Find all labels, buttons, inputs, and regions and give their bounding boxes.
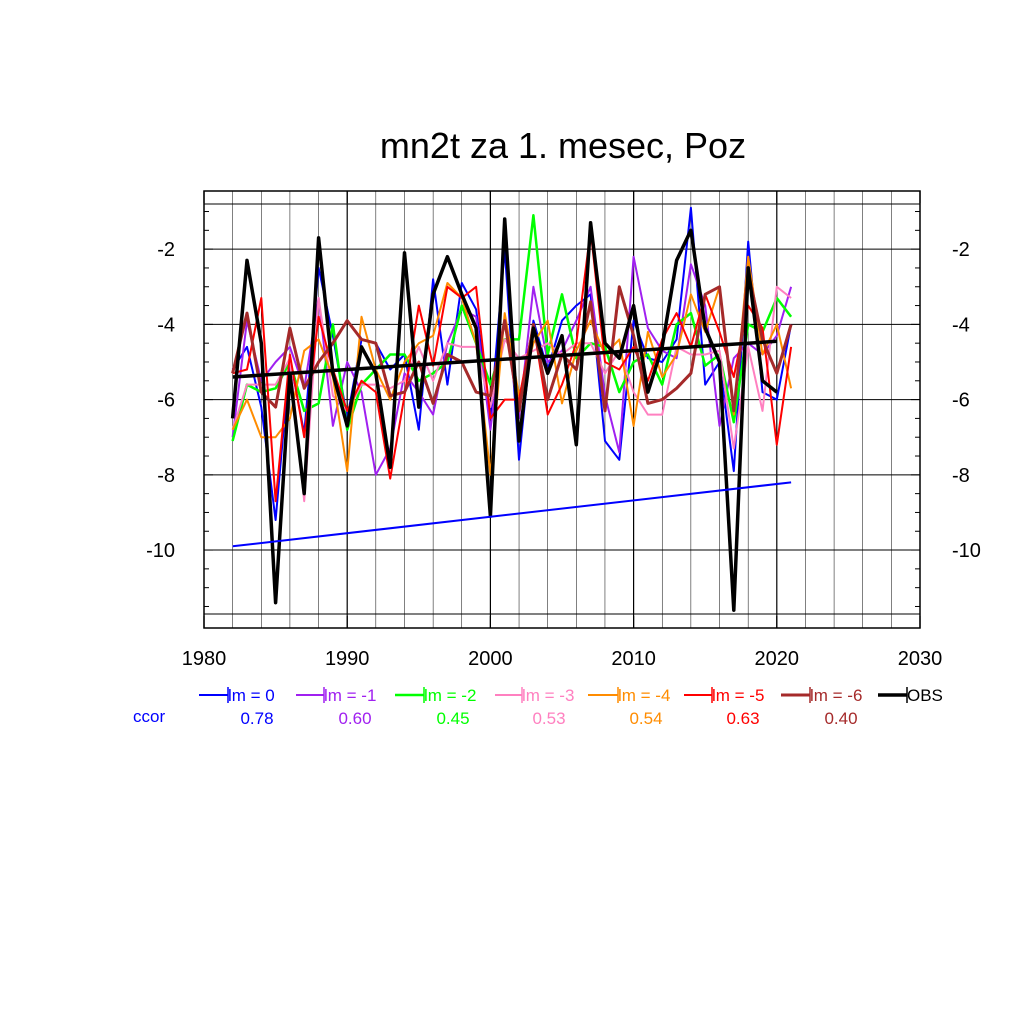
x-tick-labels: 1980 1990 2000 2010 2020 2030 (182, 648, 943, 670)
grid (204, 191, 920, 628)
y-tick-labels-right: -2 -4 -6 -8 -10 (952, 239, 981, 562)
ccor-value-2: 0.45 (436, 709, 469, 728)
series-line-7 (230, 217, 778, 612)
ccor-value-0: 0.78 (240, 709, 273, 728)
x-tick-label: 2000 (468, 648, 513, 670)
y-tick-label-left: -6 (157, 390, 175, 412)
trend-line-1 (232, 339, 777, 379)
plot-frame (203, 190, 921, 629)
x-tick-label: 1990 (325, 648, 370, 670)
legend-label-1: lm = -1 (324, 686, 376, 705)
x-tick-label: 1980 (182, 648, 227, 670)
y-tick-label-left: -2 (157, 239, 175, 261)
y-tick-label-left: -10 (146, 540, 175, 562)
x-tick-label: 2020 (755, 648, 800, 670)
legend-label-6: lm = -6 (810, 686, 862, 705)
legend-label-5: lm = -5 (712, 686, 764, 705)
ccor-value-1: 0.60 (338, 709, 371, 728)
legend-label-3: lm = -3 (522, 686, 574, 705)
series-layer (230, 206, 793, 612)
y-tick-label-right: -8 (952, 465, 970, 487)
ccor-value-4: 0.54 (629, 709, 662, 728)
trend-line-0 (232, 481, 792, 548)
y-tick-label-right: -2 (952, 239, 970, 261)
ccor-value-6: 0.40 (824, 709, 857, 728)
series-line-5 (232, 229, 793, 503)
ccor-label: ccor (133, 707, 165, 726)
y-tick-labels-left: -2 -4 -6 -8 -10 (146, 239, 175, 562)
legend-label-4: lm = -4 (618, 686, 670, 705)
x-tick-label: 2010 (611, 648, 656, 670)
legend-label-0: lm = 0 (228, 686, 275, 705)
y-tick-label-left: -8 (157, 465, 175, 487)
ccor-value-3: 0.53 (532, 709, 565, 728)
y-tick-label-left: -4 (157, 314, 175, 336)
x-tick-label: 2030 (898, 648, 943, 670)
y-tick-label-right: -4 (952, 314, 970, 336)
trend-layer (232, 339, 792, 548)
y-tick-label-right: -10 (952, 540, 981, 562)
legend-label-2: lm = -2 (424, 686, 476, 705)
legend-label-7: OBS (907, 686, 943, 705)
series-line-6 (231, 270, 793, 413)
y-tick-label-right: -6 (952, 390, 970, 412)
chart-title: mn2t za 1. mesec, Poz (380, 125, 746, 166)
legend: lm = 0 0.78 lm = -1 0.60 lm = -2 0.45 lm = -3 0… (199, 686, 943, 728)
ccor-value-5: 0.63 (726, 709, 759, 728)
